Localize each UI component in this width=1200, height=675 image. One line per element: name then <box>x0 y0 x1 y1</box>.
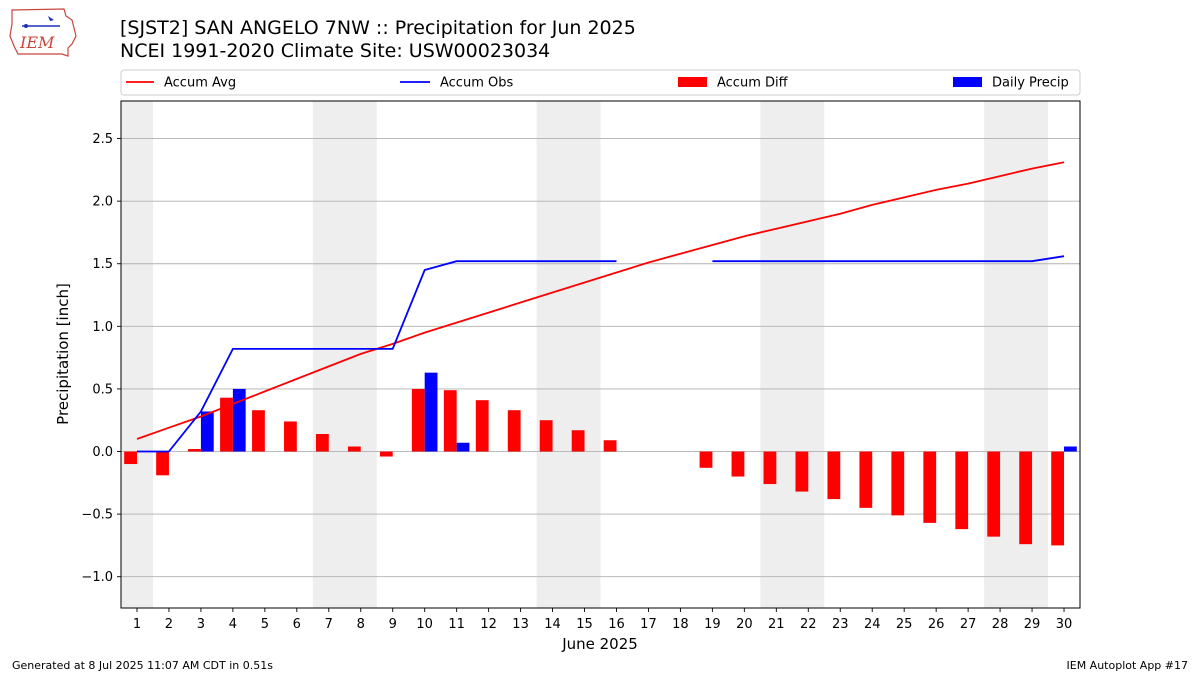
accum-diff-bar <box>891 451 905 516</box>
x-tick-label: 2 <box>165 617 173 632</box>
x-tick-label: 24 <box>864 617 881 632</box>
x-tick-label: 25 <box>896 617 913 632</box>
y-tick-label: 0.5 <box>92 382 113 397</box>
x-tick-label: 28 <box>992 617 1009 632</box>
accum-diff-bar <box>955 451 969 530</box>
y-tick-label: 2.5 <box>92 132 113 147</box>
x-tick-label: 21 <box>768 617 785 632</box>
accum-diff-bar <box>795 451 809 492</box>
accum-diff-bar <box>411 388 425 452</box>
daily-precip-bar <box>232 388 246 452</box>
accum-diff-bar <box>347 446 361 452</box>
accum-diff-bar <box>571 430 585 452</box>
weekend-shade <box>312 101 377 608</box>
legend: Accum Avg Accum Obs Accum Diff Daily Pre… <box>120 69 1081 96</box>
x-tick-label: 6 <box>293 617 301 632</box>
accum-diff-bar <box>315 433 329 452</box>
accum-obs-line <box>137 260 617 453</box>
x-tick-label: 19 <box>704 617 721 632</box>
accum-diff-bar <box>252 410 265 452</box>
daily-precip-bar <box>200 411 214 452</box>
accum-diff-bar <box>284 421 297 452</box>
x-tick-label: 17 <box>640 617 657 632</box>
logo-text: IEM <box>19 33 55 52</box>
accum-diff-bar <box>539 420 553 452</box>
x-tick-label: 14 <box>544 617 561 632</box>
accum-diff-bar <box>156 451 169 476</box>
accum-avg-line <box>136 161 1065 440</box>
x-tick-label: 10 <box>416 617 433 632</box>
x-tick-label: 23 <box>832 617 849 632</box>
accum-diff-bar <box>763 451 777 485</box>
x-tick-label: 1 <box>133 617 141 632</box>
chart-subtitle: NCEI 1991-2020 Climate Site: USW00023034 <box>120 40 551 62</box>
chart-title: [SJST2] SAN ANGELO 7NW :: Precipitation … <box>120 17 636 39</box>
accum-diff-bar <box>124 451 137 465</box>
accum-diff-bar <box>923 451 937 523</box>
accum-diff-bar <box>987 451 1001 537</box>
legend-accum-diff-label: Accum Diff <box>717 76 789 91</box>
accum-diff-bar <box>603 440 617 452</box>
plot-area: −1.0−0.50.00.51.01.52.02.51 2 3 4 5 6 7 8 9 10 11 1… <box>81 100 1081 632</box>
x-tick-label: 18 <box>672 617 689 632</box>
accum-diff-bar <box>1051 451 1065 546</box>
accum-diff-bar <box>220 397 233 452</box>
accum-diff-bar <box>1019 451 1033 545</box>
app-footer: IEM Autoplot App #17 <box>1066 659 1189 672</box>
y-tick-label: 1.5 <box>92 257 113 272</box>
y-tick-label: 1.0 <box>92 320 113 335</box>
accum-diff-bar <box>507 410 521 452</box>
legend-accum-diff-swatch <box>678 77 707 87</box>
y-tick-label: 0.0 <box>92 445 113 460</box>
x-tick-label: 11 <box>448 617 465 632</box>
x-tick-label: 12 <box>480 617 497 632</box>
legend-accum-avg-label: Accum Avg <box>164 76 236 91</box>
x-tick-label: 7 <box>325 617 333 632</box>
generated-footer: Generated at 8 Jul 2025 11:07 AM CDT in … <box>12 659 273 672</box>
x-tick-label: 3 <box>197 617 205 632</box>
legend-daily-precip-swatch <box>953 77 982 87</box>
iem-logo: IEM <box>9 8 77 57</box>
x-tick-label: 5 <box>261 617 269 632</box>
y-axis-label: Precipitation [inch] <box>54 283 72 425</box>
daily-precip-bar <box>424 372 438 452</box>
accum-diff-bar <box>827 451 841 500</box>
weekend-shade <box>121 101 153 608</box>
accum-diff-bar <box>859 451 873 508</box>
x-tick-label: 30 <box>1056 617 1073 632</box>
x-tick-label: 20 <box>736 617 753 632</box>
accum-diff-bar <box>731 451 745 477</box>
x-tick-label: 15 <box>576 617 593 632</box>
x-tick-label: 22 <box>800 617 817 632</box>
daily-precip-bar <box>456 442 470 452</box>
x-axis-label: June 2025 <box>561 635 638 653</box>
weekend-shade <box>536 101 601 608</box>
x-tick-label: 29 <box>1024 617 1041 632</box>
accum-diff-bar <box>475 400 489 452</box>
y-tick-label: 2.0 <box>92 195 113 210</box>
legend-daily-precip-label: Daily Precip <box>992 76 1069 91</box>
accum-obs-line <box>712 255 1065 263</box>
x-tick-label: 26 <box>928 617 945 632</box>
x-tick-label: 27 <box>960 617 977 632</box>
x-tick-label: 8 <box>357 617 365 632</box>
daily-precip-bar <box>1064 446 1077 452</box>
x-tick-label: 16 <box>608 617 625 632</box>
accum-diff-bar <box>699 451 713 468</box>
y-tick-label: −1.0 <box>81 570 113 585</box>
x-tick-label: 9 <box>389 617 397 632</box>
weekend-shade <box>760 101 825 608</box>
accum-diff-bar <box>379 451 393 457</box>
accum-diff-bar <box>188 449 201 452</box>
plot-frame <box>120 100 1081 609</box>
x-tick-label: 13 <box>512 617 529 632</box>
legend-accum-obs-label: Accum Obs <box>440 76 513 91</box>
accum-diff-bar <box>443 390 457 452</box>
x-tick-label: 4 <box>229 617 237 632</box>
y-tick-label: −0.5 <box>81 508 113 523</box>
